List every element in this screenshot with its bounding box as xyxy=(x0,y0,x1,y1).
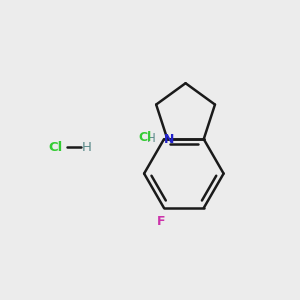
Text: Cl: Cl xyxy=(49,141,63,154)
Text: F: F xyxy=(157,215,165,228)
Text: H: H xyxy=(82,141,92,154)
Text: N: N xyxy=(164,133,174,146)
Text: Cl: Cl xyxy=(138,131,152,144)
Text: H: H xyxy=(147,132,156,145)
